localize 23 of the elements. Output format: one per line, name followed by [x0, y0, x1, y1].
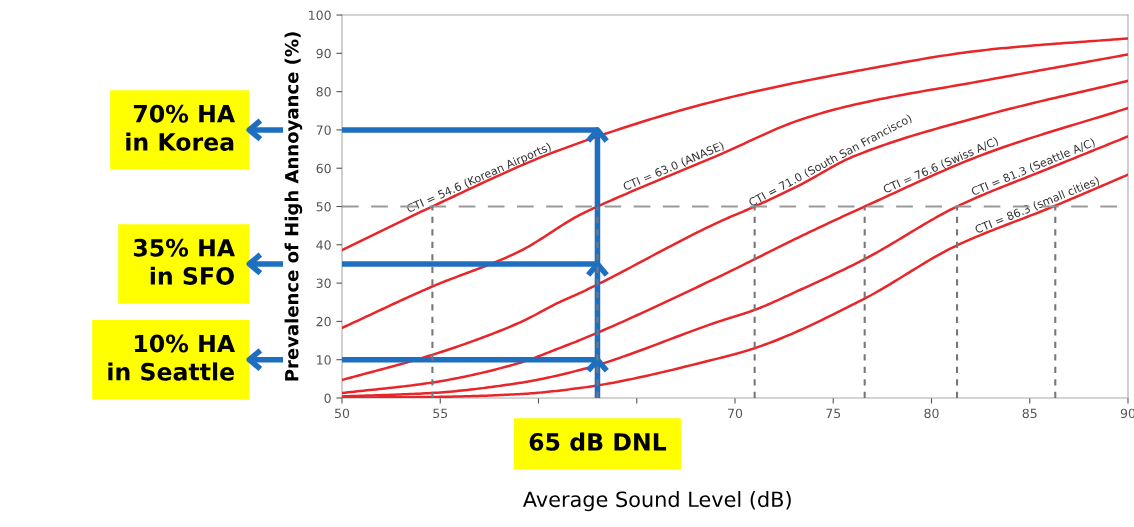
- y-tick-label: 20: [316, 316, 331, 327]
- y-tick-label: 40: [316, 240, 331, 250]
- x-tick-label: 55: [433, 408, 448, 419]
- x-axis-title: Average Sound Level (dB): [522, 491, 791, 512]
- y-tick-label: 100: [309, 10, 331, 20]
- x-tick-label: 50: [335, 408, 350, 419]
- y-tick-label: 30: [316, 278, 331, 289]
- x-tick-label: 75: [826, 408, 841, 419]
- y-tick-label: 0: [324, 393, 331, 403]
- text: 10% HA in Seattle: [108, 334, 236, 381]
- y-tick-label: 60: [316, 163, 331, 174]
- x-tick-label: 80: [924, 408, 939, 419]
- text: 70% HA in Korea: [126, 104, 236, 151]
- x-tick-label: 85: [1022, 408, 1037, 419]
- y-tick-label: 50: [316, 201, 331, 212]
- y-tick-label: 70: [316, 125, 331, 135]
- y-tick-label: 80: [316, 87, 331, 97]
- y-tick-label: 10: [317, 355, 331, 365]
- y-tick-label: 90: [316, 48, 331, 59]
- text: 65 dB DNL: [529, 432, 667, 451]
- y-axis-title: Prevalence of High Annoyance (%): [284, 32, 303, 381]
- text: 35% HA in SFO: [133, 238, 236, 285]
- x-tick-label: 70: [728, 408, 743, 419]
